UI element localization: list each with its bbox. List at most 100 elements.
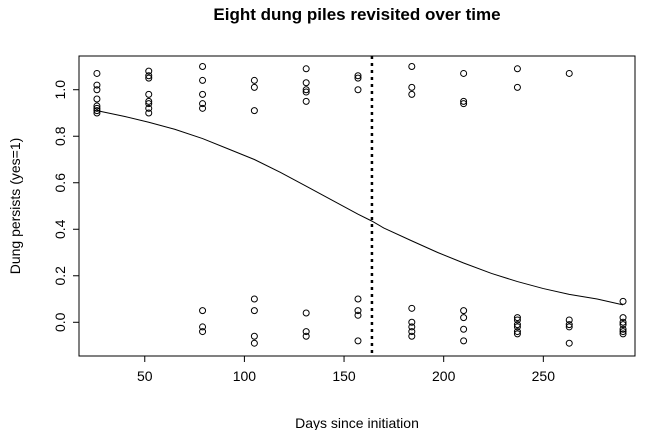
data-point bbox=[354, 74, 362, 82]
data-point bbox=[619, 314, 627, 322]
data-point bbox=[302, 328, 310, 336]
data-point bbox=[513, 330, 521, 338]
data-point bbox=[145, 72, 153, 80]
data-point bbox=[93, 102, 101, 110]
data-point bbox=[408, 328, 416, 336]
data-point bbox=[408, 323, 416, 331]
data-point bbox=[408, 83, 416, 91]
data-point bbox=[250, 83, 258, 91]
data-point bbox=[199, 62, 207, 70]
data-point bbox=[93, 95, 101, 103]
data-point bbox=[354, 307, 362, 315]
data-point bbox=[513, 321, 521, 329]
x-tick-label: 100 bbox=[233, 368, 257, 384]
y-axis-label: Dung persists (yes=1) bbox=[7, 138, 23, 275]
data-point bbox=[250, 76, 258, 84]
data-point bbox=[460, 325, 468, 333]
data-point bbox=[302, 332, 310, 340]
data-point bbox=[145, 100, 153, 108]
data-point bbox=[408, 90, 416, 98]
data-point bbox=[460, 337, 468, 345]
data-point bbox=[408, 62, 416, 70]
data-point bbox=[460, 100, 468, 108]
y-tick-label: 0.8 bbox=[52, 126, 68, 146]
data-point bbox=[513, 323, 521, 331]
data-point bbox=[250, 332, 258, 340]
data-point bbox=[354, 295, 362, 303]
data-point bbox=[302, 65, 310, 73]
data-point bbox=[619, 330, 627, 338]
data-point bbox=[619, 325, 627, 333]
x-axis: 50 100 150 200 250 bbox=[137, 356, 555, 384]
data-point bbox=[93, 86, 101, 94]
data-point bbox=[199, 104, 207, 112]
data-point bbox=[302, 88, 310, 96]
logistic-fit-curve bbox=[96, 110, 624, 306]
y-tick-label: 0.4 bbox=[52, 219, 68, 239]
data-point bbox=[199, 100, 207, 108]
data-point bbox=[302, 97, 310, 105]
data-point bbox=[565, 316, 573, 324]
x-tick-label: 50 bbox=[137, 368, 153, 384]
scatter-points bbox=[93, 62, 627, 347]
x-tick-label: 150 bbox=[332, 368, 356, 384]
data-point bbox=[408, 332, 416, 340]
x-tick-label: 200 bbox=[432, 368, 456, 384]
data-point bbox=[302, 86, 310, 94]
data-point bbox=[250, 107, 258, 115]
data-point bbox=[145, 67, 153, 75]
data-point bbox=[513, 316, 521, 324]
data-point bbox=[354, 72, 362, 80]
y-tick-label: 0.6 bbox=[52, 173, 68, 193]
data-point bbox=[565, 321, 573, 329]
data-point bbox=[460, 69, 468, 77]
data-point bbox=[250, 307, 258, 315]
data-point bbox=[619, 297, 627, 305]
data-point bbox=[250, 295, 258, 303]
data-point bbox=[93, 107, 101, 115]
data-point bbox=[302, 309, 310, 317]
y-tick-label: 1.0 bbox=[52, 80, 68, 100]
data-point bbox=[145, 90, 153, 98]
data-point bbox=[93, 81, 101, 89]
data-point bbox=[145, 74, 153, 82]
plot-frame bbox=[78, 55, 636, 357]
data-point bbox=[93, 104, 101, 112]
data-point bbox=[565, 69, 573, 77]
data-point bbox=[354, 337, 362, 345]
chart-title: Eight dung piles revisited over time bbox=[213, 5, 500, 24]
data-point bbox=[565, 339, 573, 347]
data-point bbox=[619, 318, 627, 326]
data-point bbox=[408, 318, 416, 326]
data-point bbox=[460, 307, 468, 315]
data-point bbox=[513, 83, 521, 91]
data-point bbox=[199, 323, 207, 331]
data-point bbox=[250, 339, 258, 347]
data-point bbox=[408, 304, 416, 312]
x-tick-label: 250 bbox=[532, 368, 556, 384]
y-tick-label: 0.0 bbox=[52, 312, 68, 332]
y-tick-label: 0.2 bbox=[52, 266, 68, 286]
data-point bbox=[513, 65, 521, 73]
data-point bbox=[565, 323, 573, 331]
data-point bbox=[145, 104, 153, 112]
data-point bbox=[460, 97, 468, 105]
data-point bbox=[93, 109, 101, 117]
data-point bbox=[619, 321, 627, 329]
data-point bbox=[354, 86, 362, 94]
data-point bbox=[199, 90, 207, 98]
data-point bbox=[513, 314, 521, 322]
data-point bbox=[354, 311, 362, 319]
data-point bbox=[199, 76, 207, 84]
x-axis-label: Days since initiation bbox=[295, 415, 419, 430]
y-axis: 0.0 0.2 0.4 0.6 0.8 1.0 bbox=[52, 80, 79, 332]
data-point bbox=[93, 69, 101, 77]
data-point bbox=[302, 79, 310, 87]
data-point bbox=[145, 109, 153, 117]
data-point bbox=[199, 307, 207, 315]
data-point bbox=[460, 314, 468, 322]
data-point bbox=[199, 328, 207, 336]
data-point bbox=[513, 328, 521, 336]
data-point bbox=[145, 97, 153, 105]
